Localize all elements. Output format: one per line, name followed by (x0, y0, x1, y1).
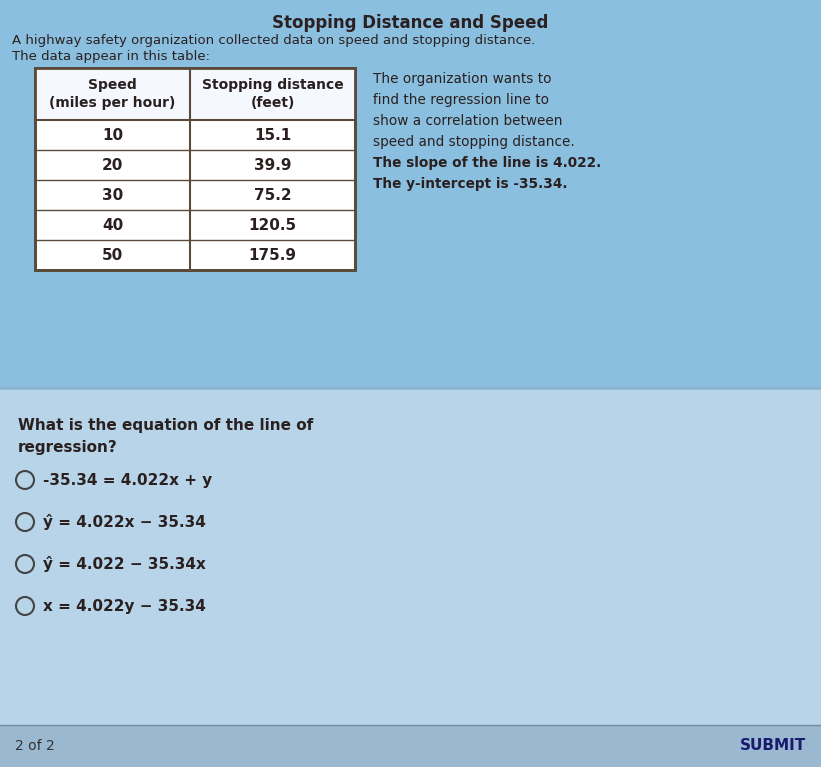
Text: x = 4.022y − 35.34: x = 4.022y − 35.34 (43, 598, 206, 614)
Text: The organization wants to: The organization wants to (373, 72, 552, 86)
FancyBboxPatch shape (35, 68, 355, 120)
Text: What is the equation of the line of: What is the equation of the line of (18, 418, 314, 433)
Text: Stopping Distance and Speed: Stopping Distance and Speed (273, 14, 548, 32)
Text: 2 of 2: 2 of 2 (15, 739, 55, 753)
FancyBboxPatch shape (0, 390, 821, 767)
Text: The y-intercept is -35.34.: The y-intercept is -35.34. (373, 177, 567, 191)
Text: show a correlation between: show a correlation between (373, 114, 562, 128)
Text: regression?: regression? (18, 440, 117, 455)
Text: Speed
(miles per hour): Speed (miles per hour) (49, 78, 176, 110)
Text: 175.9: 175.9 (249, 248, 296, 262)
FancyBboxPatch shape (35, 68, 355, 270)
Text: speed and stopping distance.: speed and stopping distance. (373, 135, 575, 149)
Text: 40: 40 (102, 218, 123, 232)
Text: 30: 30 (102, 187, 123, 202)
FancyBboxPatch shape (0, 0, 821, 390)
Text: -35.34 = 4.022x + y: -35.34 = 4.022x + y (43, 472, 213, 488)
Text: 50: 50 (102, 248, 123, 262)
Text: ŷ = 4.022 − 35.34x: ŷ = 4.022 − 35.34x (43, 556, 206, 572)
FancyBboxPatch shape (0, 725, 821, 767)
Text: Stopping distance
(feet): Stopping distance (feet) (202, 78, 343, 110)
Text: The slope of the line is 4.022.: The slope of the line is 4.022. (373, 156, 601, 170)
Text: 15.1: 15.1 (254, 127, 291, 143)
Text: 39.9: 39.9 (254, 157, 291, 173)
Text: ŷ = 4.022x − 35.34: ŷ = 4.022x − 35.34 (43, 514, 206, 530)
Text: 10: 10 (102, 127, 123, 143)
Text: The data appear in this table:: The data appear in this table: (12, 50, 210, 63)
Text: SUBMIT: SUBMIT (740, 739, 806, 753)
Text: 20: 20 (102, 157, 123, 173)
Text: A highway safety organization collected data on speed and stopping distance.: A highway safety organization collected … (12, 34, 535, 47)
Text: 120.5: 120.5 (249, 218, 296, 232)
Text: find the regression line to: find the regression line to (373, 93, 549, 107)
Text: 75.2: 75.2 (254, 187, 291, 202)
